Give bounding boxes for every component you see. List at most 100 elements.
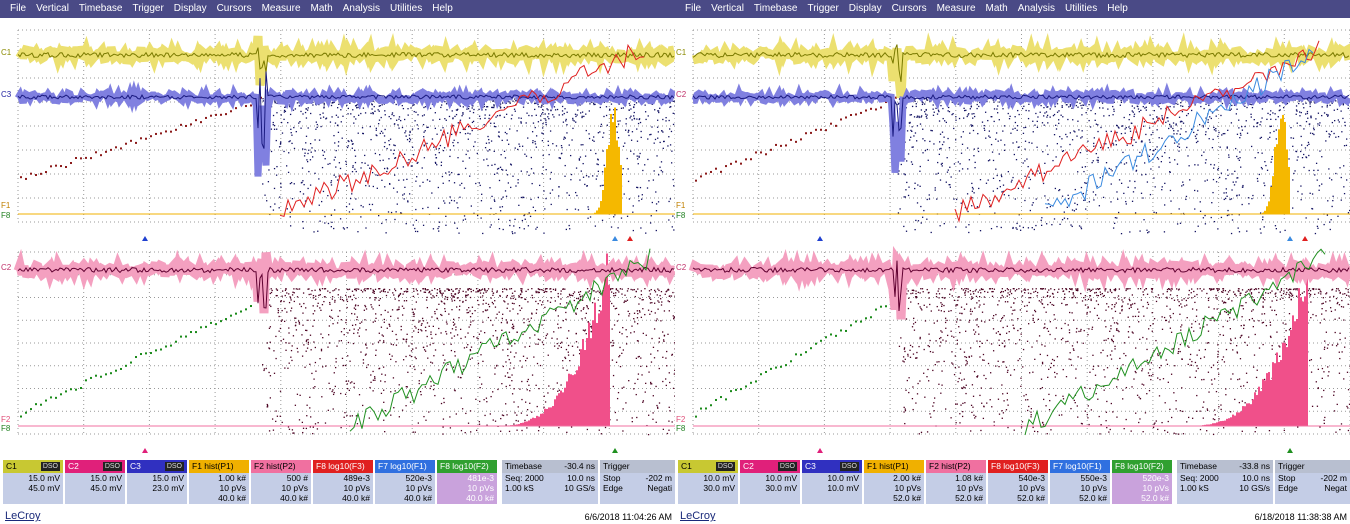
histogram-bin [1268,201,1270,214]
trend-dot [715,168,717,170]
scatter-dot [1035,225,1036,226]
scatter-dot [481,200,482,201]
scatter-dot [1330,134,1331,135]
scatter-dot [1037,170,1038,171]
scatter-dot [511,115,512,116]
scatter-dot [576,341,577,342]
trend-dot [40,404,42,406]
scatter-dot [1301,144,1302,145]
scatter-dot [1064,297,1065,298]
scatter-dot [585,317,586,318]
scatter-dot [1086,183,1087,184]
menu-item[interactable]: File [685,3,701,14]
menu-item[interactable]: Cursors [892,3,927,14]
scatter-dot [412,309,413,310]
menu-item[interactable]: File [10,3,26,14]
scatter-dot [651,383,652,384]
scatter-dot [439,119,440,120]
channel-descriptor[interactable]: F7 log10(F1)520e-310 pVs40.0 k# [375,460,435,504]
scatter-dot [601,124,602,125]
scatter-dot [596,175,597,176]
scatter-dot [571,174,572,175]
menu-item[interactable]: Math [986,3,1008,14]
menu-item[interactable]: Measure [937,3,976,14]
scatter-dot [1114,348,1115,349]
scatter-dot [526,156,527,157]
scatter-dot [514,109,515,110]
trend-dot [115,146,117,148]
scatter-dot [337,316,338,317]
scatter-dot [538,289,539,290]
timebase-descriptor[interactable]: Timebase-30.4 nsSeq: 200010.0 ns1.00 kS1… [502,460,598,504]
scatter-dot [1340,110,1341,111]
trigger-descriptor[interactable]: TriggerStop-202 mEdgeNegati [600,460,675,504]
channel-descriptor[interactable]: C3DSO15.0 mV23.0 mV [127,460,187,504]
menu-item[interactable]: Utilities [390,3,422,14]
scatter-dot [978,148,979,149]
scatter-dot [1062,116,1063,117]
scatter-dot [509,385,510,386]
channel-descriptor[interactable]: C1DSO15.0 mV45.0 mV [3,460,63,504]
scatter-dot [962,416,963,417]
menu-item[interactable]: Analysis [343,3,380,14]
scatter-dot [433,296,434,297]
menu-item[interactable]: Cursors [217,3,252,14]
scatter-dot [305,142,306,143]
scatter-dot [1256,126,1257,127]
scatter-dot [331,184,332,185]
scatter-dot [1274,113,1275,114]
menu-item[interactable]: Help [432,3,453,14]
scatter-dot [371,108,372,109]
scatter-dot [438,226,439,227]
scatter-dot [989,130,990,131]
channel-descriptor[interactable]: F2 hist(P2)500 #10 pVs40.0 k# [251,460,311,504]
scatter-dot [613,295,614,296]
menu-item[interactable]: Math [311,3,333,14]
scatter-dot [572,128,573,129]
scatter-dot [478,109,479,110]
scatter-dot [268,372,269,373]
menu-item[interactable]: Trigger [132,3,163,14]
menu-item[interactable]: Utilities [1065,3,1097,14]
scatter-dot [510,164,511,165]
scatter-dot [1149,156,1150,157]
scatter-dot [656,405,657,406]
scatter-dot [1119,179,1120,180]
channel-descriptor[interactable]: C2DSO15.0 mV45.0 mV [65,460,125,504]
scatter-dot [487,106,488,107]
menu-item[interactable]: Help [1107,3,1128,14]
menu-item[interactable]: Display [849,3,882,14]
menu-item[interactable]: Timebase [754,3,798,14]
scatter-dot [1216,116,1217,117]
menu-item[interactable]: Vertical [711,3,744,14]
scatter-dot [1126,162,1127,163]
menu-item[interactable]: Vertical [36,3,69,14]
scatter-dot [1155,186,1156,187]
menu-item[interactable]: Display [174,3,207,14]
channel-label: F8 [440,461,450,471]
channel-descriptor[interactable]: F1 hist(P1)1.00 k#10 pVs40.0 k# [189,460,249,504]
menu-item[interactable]: Trigger [807,3,838,14]
scatter-dot [1246,107,1247,108]
menu-item[interactable]: Measure [262,3,301,14]
histogram-bin [620,165,622,214]
scatter-dot [1002,130,1003,131]
scatter-dot [508,343,509,344]
channel-descriptor[interactable]: F8 log10(F2)481e-310 pVs40.0 k# [437,460,497,504]
scatter-dot [528,115,529,116]
scatter-dot [609,109,610,110]
menu-item[interactable]: Timebase [79,3,123,14]
scatter-dot [530,216,531,217]
scatter-dot [458,376,459,377]
scatter-dot [1331,219,1332,220]
menu-item[interactable]: Analysis [1018,3,1055,14]
scatter-dot [1211,367,1212,368]
scatter-dot [671,151,672,152]
scatter-dot [672,421,673,422]
menu-bar: File Vertical Timebase Trigger Display Cursor… [675,0,1350,18]
scatter-dot [519,388,520,389]
channel-descriptor[interactable]: F8 log10(F3)489e-310 pVs40.0 k# [313,460,373,504]
scatter-dot [411,356,412,357]
histogram-bin [588,323,590,426]
scatter-dot [338,190,339,191]
